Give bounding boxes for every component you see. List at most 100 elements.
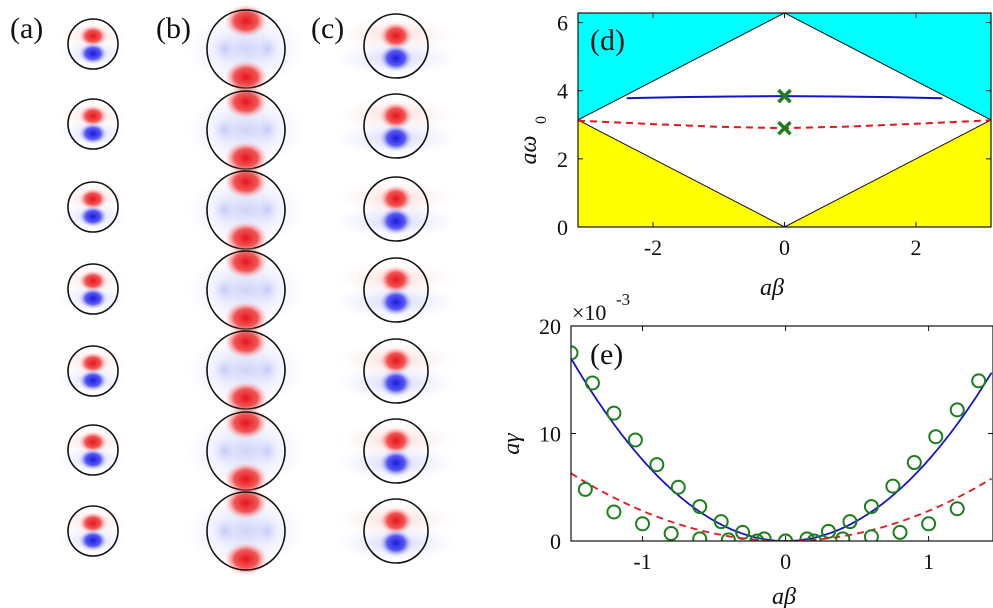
field-lobe-positive [79,270,107,292]
simulation-point [606,504,622,520]
mode-cell [335,93,457,159]
field-lobe-positive [380,347,412,375]
simulation-point [720,532,736,541]
rod-outline [67,345,119,397]
simulation-point [892,524,908,540]
bic-marker [777,120,792,136]
field-lobe-negative [255,116,280,144]
mode-cell [185,4,307,94]
simulation-point [584,375,600,391]
marker-stroke [777,88,792,104]
mode-cell [185,406,307,496]
field-lobe-negative [79,288,107,309]
x-tick-label: 2 [910,235,921,260]
panel-label-a: (a) [10,12,43,45]
simulation-point [842,514,858,530]
rod-outline [363,498,429,564]
mode-cell [185,245,307,335]
field-lobe-positive [224,381,268,415]
light-line [578,13,991,227]
y-tick-label: 6 [557,11,568,36]
simulation-point [692,531,708,541]
field-lobe-negative [255,437,280,465]
panel-d-ylabel: aω [516,136,542,165]
mode-cell [335,257,457,323]
field-lobe-positive [380,427,412,455]
simulation-point [863,529,879,541]
field-lobe-negative [212,276,237,304]
simulation-point [663,525,679,541]
field-lobe-negative [380,124,412,152]
field-lobe-positive [380,102,412,130]
panel-e-scale-label: ×10 [572,300,606,325]
mode-cell [59,181,127,233]
y-tick-label: 4 [557,79,568,104]
simulation-point [806,533,822,541]
panel-label-d: (d) [590,24,625,57]
mode-cell [335,13,457,79]
rod-outline [363,13,429,79]
field-lobe-positive [224,325,268,359]
field-lobe-negative [79,530,107,551]
rod-outline [363,93,429,159]
field-lobe-positive [79,25,107,47]
mode-cell [185,325,307,415]
x-tick-label: -1 [633,549,651,574]
field-halo [185,493,307,569]
field-lobe-negative [380,44,412,72]
field-lobe-positive [224,301,268,335]
simulation-point [649,457,665,473]
simulation-point [635,516,651,532]
field-lobe-negative [255,356,280,384]
field-lobe-negative [255,276,280,304]
simulation-point [749,533,765,541]
rod-outline [67,263,119,315]
field-lobe-positive [224,486,268,520]
field-halo [185,11,307,87]
quality-factor-curve-1 [571,357,993,541]
panel-c-mode-column [335,13,457,564]
rod-outline [206,491,286,571]
field-lobe-negative [380,529,412,557]
simulation-point [799,531,815,541]
panel-e-scale-exponent: -3 [616,290,630,309]
rod-outline [363,176,429,242]
field-lobe-positive [224,85,268,119]
field-lobe-negative [212,517,237,545]
mode-cell [59,18,127,70]
rod-outline [363,418,429,484]
field-lobe-negative [79,123,107,144]
mode-cell [335,176,457,242]
field-halo [185,92,307,168]
simulation-point [571,345,579,361]
panel-a-mode-column [59,18,127,557]
panel-label-e: (e) [590,338,623,371]
simulation-point [627,432,643,448]
rod-outline [363,338,429,404]
y-tick-label: 20 [539,314,561,339]
field-lobe-positive [224,141,268,175]
field-lobe-negative [79,370,107,391]
simulation-point [778,533,794,541]
field-lobe-positive [79,512,107,534]
marker-stroke [777,120,792,136]
simulation-point [928,429,944,445]
field-halo [185,172,307,248]
field-lobe-positive [79,352,107,374]
field-lobe-negative [212,437,237,465]
field-lobe-positive [224,406,268,440]
field-lobe-negative [380,449,412,477]
y-tick-label: 10 [539,422,561,447]
simulation-point [820,523,836,539]
field-halo [185,252,307,328]
field-lobe-positive [224,4,268,38]
field-lobe-negative [79,43,107,64]
field-lobe-positive [79,431,107,453]
field-lobe-negative [212,116,237,144]
simulation-point [863,499,879,515]
mode-cell [59,505,127,557]
field-lobe-positive [224,221,268,255]
field-lobe-negative [212,196,237,224]
panel-d-ylabel-subscript: 0 [533,116,550,124]
